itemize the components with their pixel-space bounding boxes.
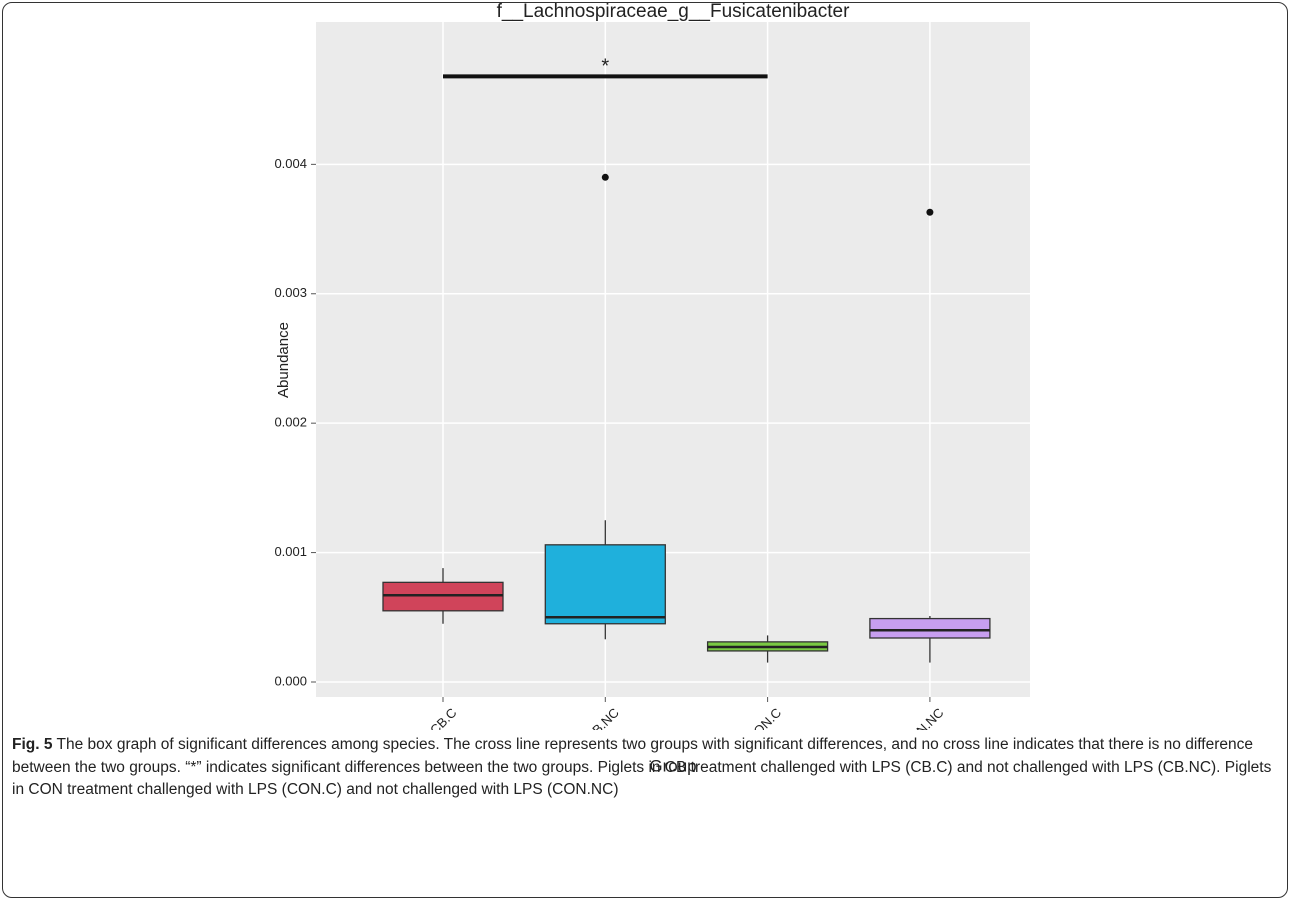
chart-title: f__Lachnospiraceae_g__Fusicatenibacter: [497, 1, 850, 22]
x-tick-label: CON.NC: [900, 705, 947, 730]
y-tick-label: 0.000: [274, 673, 307, 688]
x-tick-label: CB.C: [427, 705, 460, 730]
box: [869, 617, 991, 639]
x-tick-label: CON.C: [744, 705, 784, 730]
caption-text: The box graph of significant differences…: [12, 736, 1272, 798]
y-tick-label: 0.003: [274, 285, 307, 300]
chart: f__Lachnospiraceae_g__Fusicatenibacter A…: [274, 1, 1030, 730]
caption: Fig. 5 The box graph of significant diff…: [12, 734, 1282, 802]
box: [544, 544, 666, 625]
significance-label: *: [601, 56, 609, 78]
y-tick-label: 0.004: [274, 156, 307, 171]
y-tick-label: 0.001: [274, 544, 307, 559]
box: [382, 581, 504, 612]
y-tick-label: 0.002: [274, 415, 307, 430]
caption-label: Fig. 5: [12, 736, 53, 753]
outlier: [601, 173, 609, 181]
outlier: [926, 208, 934, 216]
x-tick-label: CB.NC: [583, 705, 622, 730]
y-axis-label: Abundance: [275, 322, 292, 398]
